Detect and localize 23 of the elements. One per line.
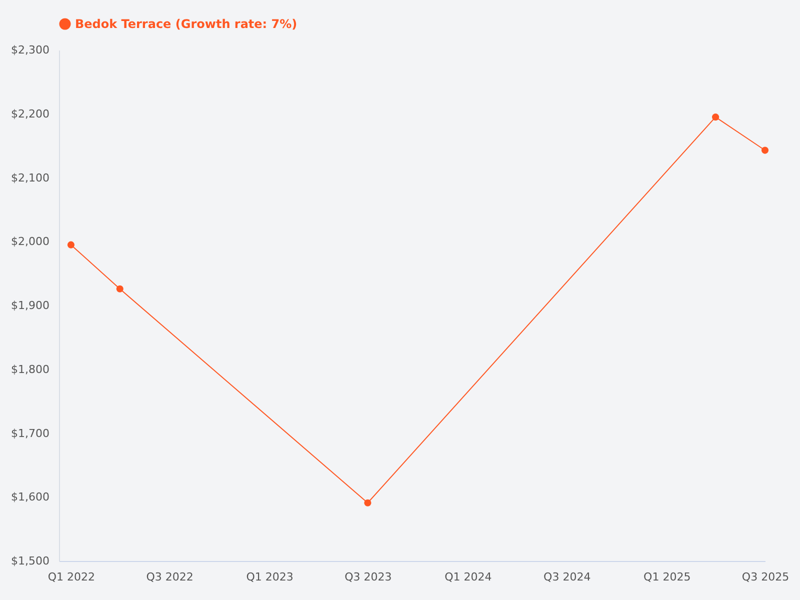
y-tick-label: $2,000 <box>11 235 50 248</box>
x-tick-label: Q1 2024 <box>444 570 492 584</box>
y-tick-label: $1,500 <box>11 554 50 568</box>
y-tick-label: $1,800 <box>11 362 50 376</box>
point <box>116 285 124 292</box>
y-tick-label: $2,200 <box>11 107 50 120</box>
y-tick-label: $1,600 <box>11 490 50 504</box>
x-tick-label: Q3 2025 <box>742 570 790 584</box>
y-tick-label: $2,300 <box>11 44 50 56</box>
x-tick-label: Q1 2022 <box>48 570 96 584</box>
x-tick-label: Q1 2025 <box>644 570 691 584</box>
point <box>712 114 720 121</box>
y-tick-label: $1,900 <box>11 299 50 312</box>
y-tick-label: $1,700 <box>11 426 50 440</box>
x-tick-label: Q3 2024 <box>544 570 591 584</box>
x-tick-label: Q3 2022 <box>146 570 194 584</box>
legend-label: Bedok Terrace (Growth rate: 7%) <box>75 17 298 31</box>
point <box>364 499 372 506</box>
point <box>67 241 74 248</box>
x-tick-label: Q3 2023 <box>344 570 392 584</box>
x-tick-label: Q1 2023 <box>246 570 294 584</box>
y-tick-label: $2,100 <box>11 171 50 184</box>
point <box>761 146 769 154</box>
